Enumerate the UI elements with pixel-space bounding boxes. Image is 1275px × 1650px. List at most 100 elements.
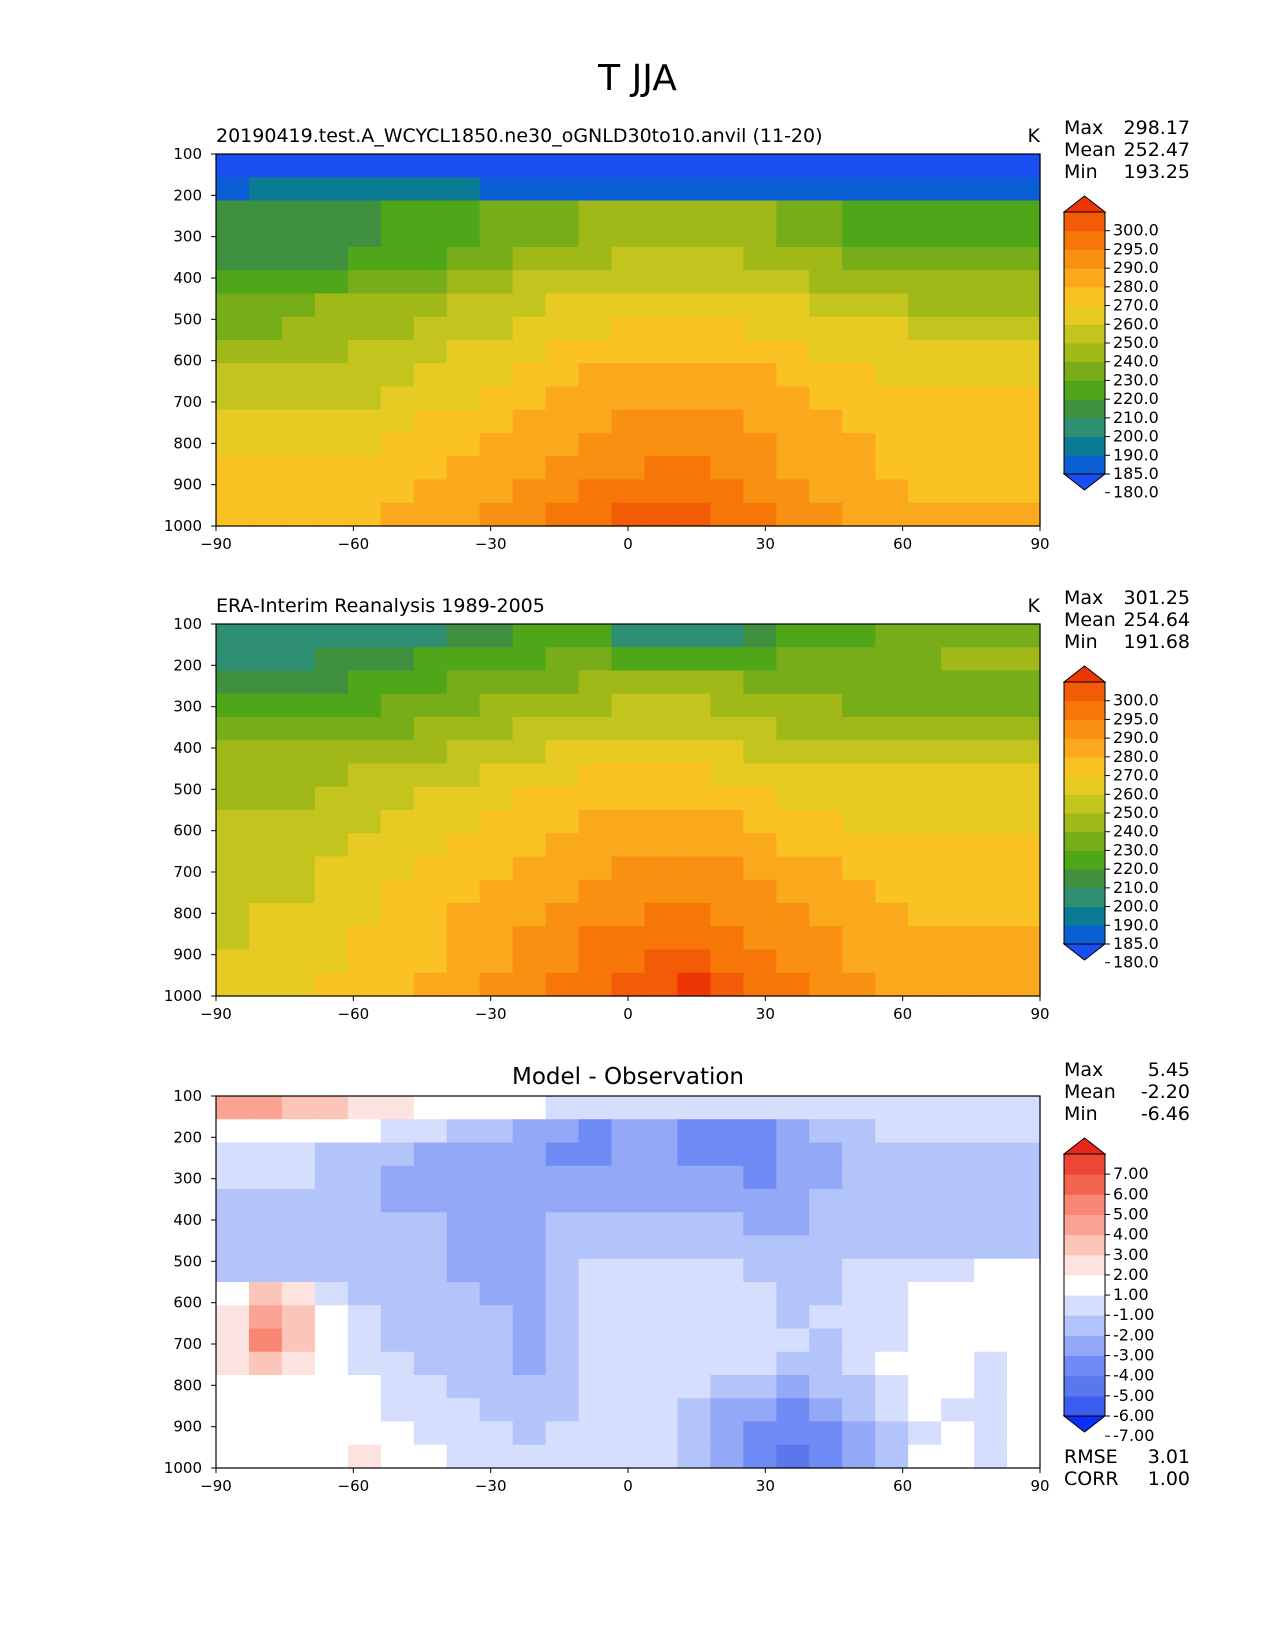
contour-cell	[281, 479, 316, 504]
contour-cell	[974, 247, 1008, 271]
contour-cell	[413, 624, 448, 648]
contour-cell	[644, 1351, 679, 1376]
contour-cell	[479, 1375, 514, 1399]
contour-cell	[941, 200, 975, 225]
contour-cell	[248, 456, 283, 481]
contour-cell	[743, 1189, 777, 1213]
contour-cell	[578, 270, 613, 295]
contour-cell	[677, 340, 711, 364]
contour-cell	[545, 1212, 580, 1237]
contour-cell	[216, 363, 250, 388]
contour-cell	[677, 433, 711, 457]
contour-cell	[677, 763, 711, 788]
contour-cell	[908, 293, 942, 318]
contour-cell	[809, 693, 843, 718]
contour-cell	[545, 926, 580, 951]
contour-cell	[413, 647, 448, 672]
contour-cell	[611, 223, 646, 248]
contour-cell	[512, 647, 547, 672]
contour-cell	[776, 856, 810, 881]
contour-cell	[216, 293, 250, 318]
corr-label: CORR	[1064, 1468, 1119, 1490]
contour-cell	[743, 1212, 777, 1237]
contour-cell	[611, 1375, 646, 1399]
contour-cell	[776, 1375, 810, 1399]
contour-cell	[908, 479, 942, 504]
contour-cell	[413, 972, 448, 997]
contour-cell	[611, 856, 646, 881]
contour-cell	[809, 1258, 843, 1283]
contour-cell	[974, 786, 1008, 811]
contour-cell	[446, 154, 481, 178]
contour-cell	[413, 1305, 448, 1330]
contour-cell	[479, 717, 514, 741]
contour-cell	[710, 433, 744, 457]
contour-cell	[314, 1258, 349, 1283]
contour-cell	[413, 316, 448, 341]
stat-min-value: 193.25	[1124, 161, 1190, 183]
y-tick-label: 300	[173, 228, 202, 246]
contour-cell	[216, 409, 250, 434]
contour-cell	[1007, 223, 1041, 248]
y-tick-label: 400	[173, 1211, 202, 1229]
contour-cell	[578, 479, 613, 504]
contour-cell	[611, 949, 646, 974]
x-tick-label: −90	[200, 1005, 232, 1023]
contour-cell	[479, 1119, 514, 1144]
contour-cell	[512, 409, 547, 434]
colorbar-tick-label: -6.00	[1113, 1406, 1154, 1425]
contour-cell	[908, 1212, 942, 1237]
contour-cell	[875, 926, 909, 951]
contour-cell	[842, 200, 876, 225]
colorbar-tick-label: 185.0	[1113, 464, 1159, 483]
contour-cell	[875, 270, 909, 295]
contour-cell	[908, 1375, 942, 1399]
colorbar-tick-label: 190.0	[1113, 445, 1159, 464]
y-tick-label: 500	[173, 310, 202, 328]
contour-cell	[479, 1165, 514, 1190]
contour-cell	[314, 1282, 349, 1306]
contour-cell	[941, 456, 975, 481]
contour-cell	[314, 340, 349, 364]
colorbar-tick-label: 185.0	[1113, 934, 1159, 953]
contour-cell	[281, 670, 316, 695]
contour-cell	[479, 154, 514, 178]
contour-cell	[809, 1119, 843, 1144]
contour-cell	[677, 1421, 711, 1446]
contour-cell	[545, 502, 580, 527]
contour-cell	[1007, 1119, 1041, 1144]
contour-cell	[479, 386, 514, 411]
contour-cell	[710, 456, 744, 481]
contour-cell	[611, 833, 646, 858]
contour-cell	[842, 1189, 876, 1213]
contour-cell	[380, 949, 415, 974]
contour-cell	[380, 223, 415, 248]
contour-cell	[809, 972, 843, 997]
contour-cell	[710, 316, 744, 341]
contour-cell	[1007, 879, 1041, 904]
contour-cell	[776, 1235, 810, 1260]
colorbar: 300.0295.0290.0280.0270.0260.0250.0240.0…	[1062, 665, 1159, 972]
contour-cell	[281, 647, 316, 672]
contour-cell	[512, 693, 547, 718]
contour-cell	[578, 154, 613, 178]
contour-cell	[380, 1421, 415, 1446]
contour-cell	[710, 1444, 744, 1469]
contour-cell	[545, 810, 580, 834]
contour-cell	[281, 1375, 316, 1399]
y-tick-label: 900	[173, 476, 202, 494]
colorbar-segment	[1064, 417, 1105, 438]
contour-cell	[710, 1305, 744, 1330]
contour-cell	[1007, 624, 1041, 648]
contour-cell	[677, 479, 711, 504]
contour-cell	[545, 647, 580, 672]
contour-cell	[413, 810, 448, 834]
contour-cell	[216, 833, 250, 858]
contour-cell	[809, 247, 843, 271]
contour-cell	[512, 479, 547, 504]
colorbar-tick-label: 220.0	[1113, 859, 1159, 878]
contour-cell	[479, 1305, 514, 1330]
contour-cell	[1007, 1165, 1041, 1190]
contour-cell	[578, 1189, 613, 1213]
contour-cell	[446, 670, 481, 695]
